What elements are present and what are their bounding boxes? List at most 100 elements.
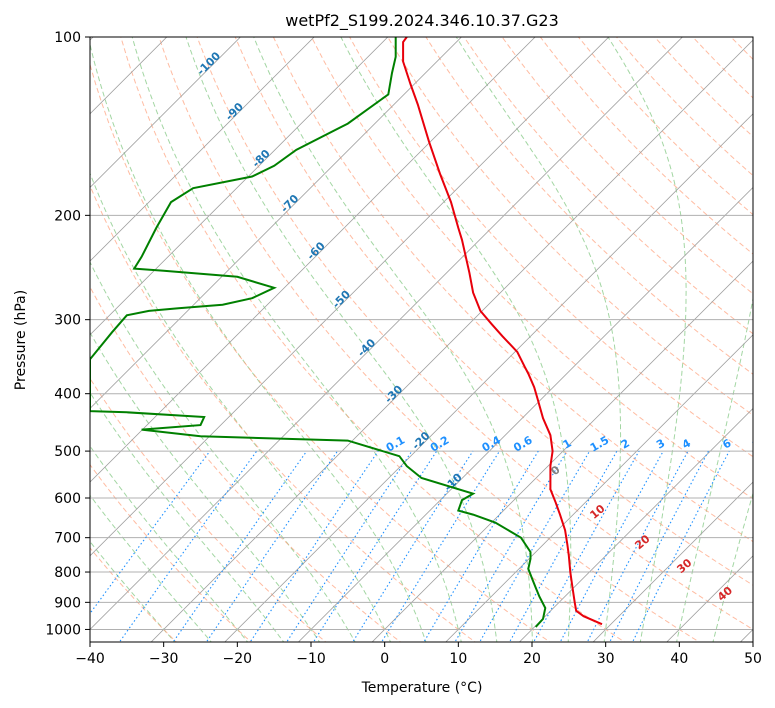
- dry-adiabat-label: 40: [715, 584, 735, 604]
- moist-adiabat: [455, 37, 622, 642]
- mixing-ratio-label: 3: [654, 437, 667, 452]
- moist-adiabat: [712, 491, 753, 642]
- isotherm-label: -100: [194, 49, 223, 78]
- moist-adiabat: [90, 391, 285, 642]
- isotherm-label: -40: [355, 336, 378, 359]
- mixing-ratio-line: [586, 450, 689, 642]
- isotherm-line: [739, 628, 753, 642]
- isotherm-label: -20: [409, 429, 432, 452]
- isotherm-line: [150, 39, 753, 642]
- dry-adiabat: [196, 37, 753, 630]
- dry-adiabat: [769, 37, 775, 644]
- moist-adiabat: [340, 37, 572, 642]
- dewpoint-line: [90, 37, 547, 628]
- y-tick-label: 200: [54, 208, 81, 224]
- mixing-ratio-line: [454, 450, 568, 642]
- isotherm-line: [90, 37, 315, 262]
- x-tick-label: 50: [744, 651, 762, 667]
- y-tick-label: 600: [54, 491, 81, 507]
- x-tick-label: 40: [670, 651, 688, 667]
- isotherm-line: [90, 37, 684, 631]
- moist-adiabat: [607, 37, 687, 642]
- x-tick-label: 20: [523, 651, 541, 667]
- isotherm-grid: [90, 37, 753, 642]
- dry-adiabat: [425, 37, 753, 375]
- dry-adiabat: [463, 37, 753, 335]
- plot-area: 0.10.20.40.611.52346810131620253036-100-…: [90, 37, 775, 644]
- moist-adiabat: [90, 494, 212, 642]
- mixing-ratio-line: [559, 450, 664, 642]
- dry-adiabat: [654, 37, 753, 138]
- isotherm-label: -50: [330, 288, 353, 311]
- x-tick-label: −30: [149, 651, 179, 667]
- mixing-ratio-label: 6: [720, 436, 733, 451]
- isotherm-label: -80: [250, 147, 273, 170]
- moist-adiabat: [90, 445, 249, 642]
- isotherm-line: [90, 37, 610, 557]
- x-tick-label: −20: [223, 651, 253, 667]
- isotherm-label: -30: [382, 383, 405, 406]
- chart-title: wetPf2_S199.2024.346.10.37.G23: [285, 11, 559, 31]
- isotherm-label: -70: [278, 192, 301, 215]
- pressure-grid: [90, 37, 753, 630]
- mixing-ratio-line: [249, 450, 379, 642]
- dry-adiabat: [501, 37, 753, 295]
- dry-adiabat-label: 20: [632, 532, 652, 552]
- isotherm-line: [592, 481, 753, 642]
- dry-adiabat: [311, 37, 753, 500]
- temperature-line: [402, 37, 603, 626]
- profile-series: [90, 37, 603, 628]
- dry-adiabat: [120, 37, 626, 642]
- isotherm-line: [445, 334, 753, 642]
- dry-adiabat-label: 10: [587, 502, 607, 522]
- y-tick-label: 500: [54, 444, 81, 460]
- isotherm-line: [90, 37, 463, 410]
- mixing-ratio-line: [312, 450, 438, 642]
- mixing-ratio-line: [118, 450, 258, 642]
- dry-adiabat: [616, 37, 753, 177]
- moist-adiabat: [90, 172, 392, 642]
- y-tick-label: 1000: [45, 622, 81, 638]
- isotherm-line: [518, 407, 753, 642]
- plot-frame: [89, 36, 754, 643]
- x-tick-label: −10: [296, 651, 326, 667]
- dry-adiabat: [234, 37, 753, 586]
- y-tick-label: 300: [54, 313, 81, 329]
- x-tick-label: 10: [449, 651, 467, 667]
- y-axis-label: Pressure (hPa): [13, 290, 29, 390]
- mixing-ratio-line: [631, 450, 730, 642]
- isotherm-line: [90, 37, 389, 336]
- x-tick-label: 30: [597, 651, 615, 667]
- y-tick-label: 700: [54, 531, 81, 547]
- mixing-ratio-label: 10: [769, 434, 775, 453]
- moist-adiabat: [90, 42, 427, 642]
- moist-adiabat: [90, 260, 356, 642]
- y-tick-label: 400: [54, 387, 81, 403]
- isotherm-line: [224, 113, 753, 642]
- mixing-ratio-line: [172, 450, 308, 642]
- y-tick-label: 100: [54, 30, 81, 46]
- isotherm-line: [90, 37, 242, 189]
- x-axis-label: Temperature (°C): [361, 680, 483, 696]
- mixing-ratio-label: 1: [561, 437, 574, 452]
- dry-adiabat: [272, 37, 753, 543]
- isotherm-line: [90, 37, 536, 483]
- mixing-ratio-line: [352, 450, 474, 642]
- isotherm-label: -60: [304, 239, 327, 262]
- dry-adiabat: [90, 377, 327, 642]
- x-tick-label: −40: [75, 651, 105, 667]
- isotherm-line: [297, 186, 753, 642]
- dry-adiabat: [158, 37, 701, 642]
- mixing-ratio-line: [205, 450, 338, 642]
- dry-adiabat: [349, 37, 753, 458]
- dry-adiabat: [90, 463, 252, 642]
- moist-adiabats: [90, 37, 753, 642]
- mixing-ratio-line: [609, 450, 709, 642]
- y-axis-ticks: 100 200 300 400 500 600 700 800 900 1000: [45, 30, 90, 638]
- mixing-ratio-lines: [90, 450, 730, 642]
- isotherm-line: [666, 555, 753, 642]
- dry-adiabat: [90, 184, 476, 642]
- mixing-ratio-label: 8: [750, 437, 763, 452]
- x-axis-ticks: −40 −30 −20 −10 0 10 20 30 40 50: [75, 642, 762, 667]
